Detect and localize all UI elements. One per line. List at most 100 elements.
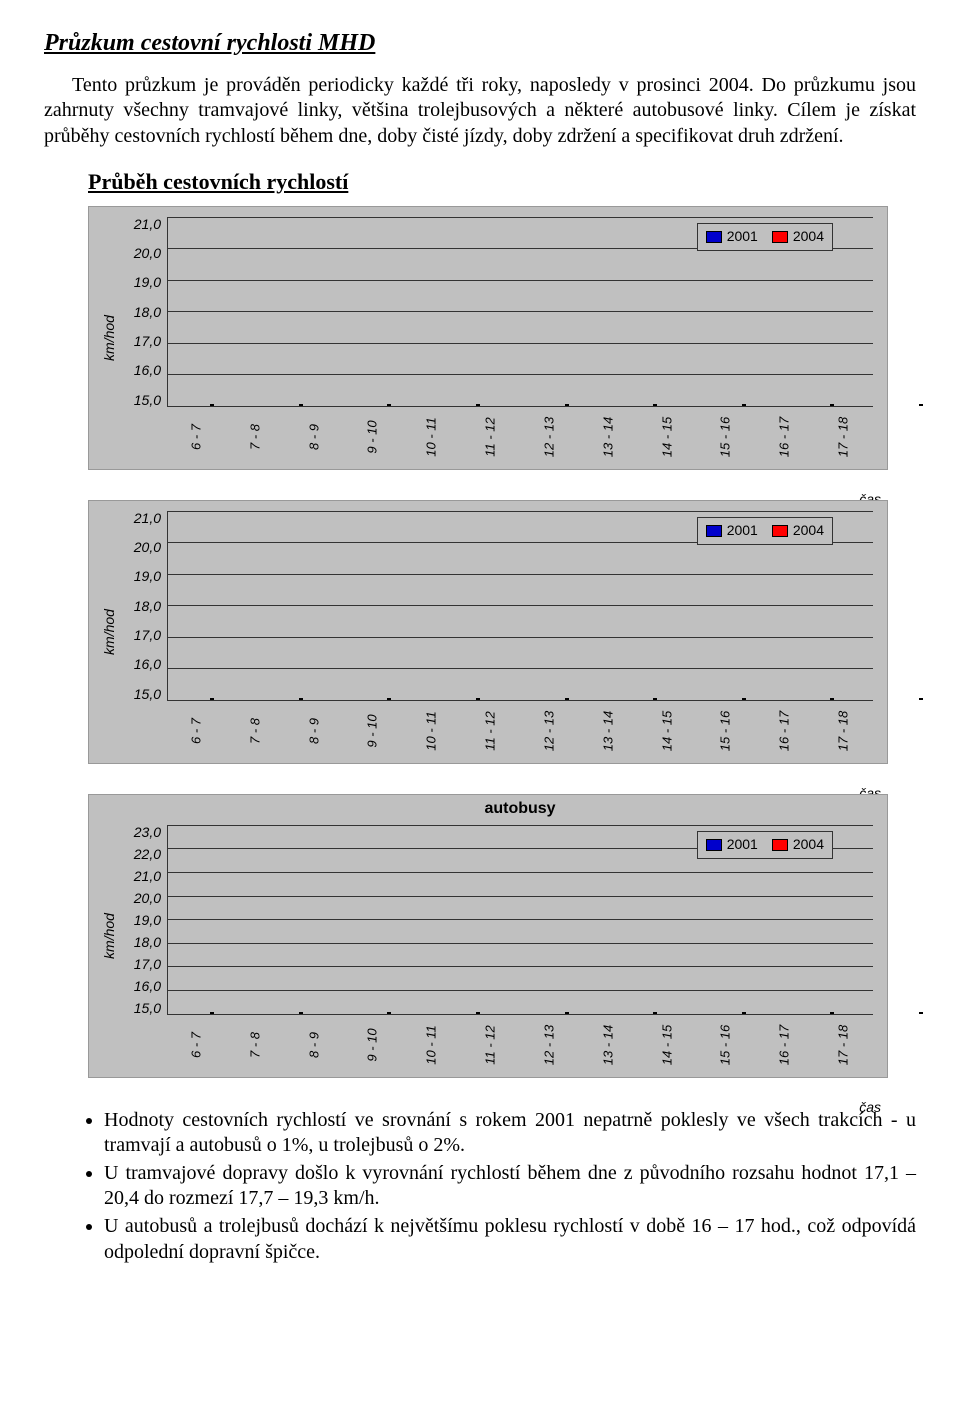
y-tick: 18,0 (134, 599, 167, 613)
y-tick: 15,0 (134, 1001, 167, 1015)
bar-group (700, 1012, 789, 1014)
bar-group (345, 404, 434, 406)
bar (389, 698, 391, 700)
y-tick: 16,0 (134, 657, 167, 671)
chart-trolejbusy: km/hod21,020,019,018,017,016,015,0trolej… (88, 500, 888, 764)
y-tick: 20,0 (134, 540, 167, 554)
legend-swatch (706, 231, 722, 243)
x-tick: 15 - 16 (700, 1015, 752, 1074)
bar (655, 404, 657, 406)
bar (301, 698, 303, 700)
y-tick: 20,0 (134, 246, 167, 260)
bar-group (611, 404, 700, 406)
x-tick: 13 - 14 (582, 407, 634, 466)
x-tick: 7 - 8 (229, 701, 281, 760)
bar-group (257, 1012, 346, 1014)
bar-group (877, 1012, 960, 1014)
legend-swatch (772, 231, 788, 243)
bar (832, 698, 834, 700)
bar (389, 1012, 391, 1014)
y-tick: 22,0 (134, 847, 167, 861)
chart-autobusy: km/hod23,022,021,020,019,018,017,016,015… (88, 794, 888, 1078)
bar (744, 404, 746, 406)
x-tick: 16 - 17 (759, 1015, 811, 1074)
bar (212, 1012, 214, 1014)
bar-group (522, 1012, 611, 1014)
x-tick: 11 - 12 (465, 1015, 517, 1074)
y-tick: 21,0 (134, 511, 167, 525)
bar (212, 698, 214, 700)
x-axis-label: čas (859, 1099, 881, 1117)
bar (478, 1012, 480, 1014)
legend: 20012004 (697, 517, 833, 545)
legend: 2001 2004 (697, 223, 833, 251)
intro-paragraph: Tento průzkum je prováděn periodicky kaž… (44, 73, 916, 150)
x-tick: 14 - 15 (641, 1015, 693, 1074)
y-tick: 17,0 (134, 334, 167, 348)
y-tick: 15,0 (134, 687, 167, 701)
x-tick: 17 - 18 (818, 1015, 870, 1074)
x-tick: 12 - 13 (523, 407, 575, 466)
legend-swatch (772, 525, 788, 537)
x-tick: 11 - 12 (465, 701, 517, 760)
legend-item: 2001 (706, 228, 758, 246)
x-axis: 6 - 77 - 88 - 99 - 1010 - 1111 - 1212 - … (167, 1019, 873, 1071)
bar-group (788, 404, 877, 406)
bar-group (522, 698, 611, 700)
bullet-item: U autobusů a trolejbusů dochází k největ… (104, 1214, 916, 1265)
legend-item: 2001 (706, 522, 758, 540)
bullets-list: Hodnoty cestovních rychlostí ve srovnání… (44, 1108, 916, 1266)
y-tick: 21,0 (134, 217, 167, 231)
bar (567, 698, 569, 700)
x-tick: 17 - 18 (818, 407, 870, 466)
legend: 20012004 (697, 831, 833, 859)
bar-group (700, 404, 789, 406)
bar (478, 404, 480, 406)
legend-swatch (772, 839, 788, 851)
x-tick: 9 - 10 (347, 1015, 399, 1074)
bar (301, 404, 303, 406)
x-tick: 13 - 14 (582, 701, 634, 760)
x-axis: 6 - 77 - 88 - 99 - 1010 - 1111 - 1212 - … (167, 411, 873, 463)
bar-group (434, 404, 523, 406)
legend-swatch (706, 839, 722, 851)
y-tick: 23,0 (134, 825, 167, 839)
x-tick: 7 - 8 (229, 407, 281, 466)
x-tick: 14 - 15 (641, 701, 693, 760)
x-axis: 6 - 77 - 88 - 99 - 1010 - 1111 - 1212 - … (167, 705, 873, 757)
chart-title: autobusy (167, 799, 873, 819)
legend-label: 2001 (727, 228, 758, 246)
bar-group (345, 698, 434, 700)
x-tick: 8 - 9 (288, 407, 340, 466)
bar (478, 698, 480, 700)
x-tick: 10 - 11 (406, 701, 458, 760)
bar-group (611, 698, 700, 700)
y-tick: 20,0 (134, 891, 167, 905)
bar (921, 404, 923, 406)
x-tick: 8 - 9 (288, 701, 340, 760)
x-tick: 8 - 9 (288, 1015, 340, 1074)
bar (921, 1012, 923, 1014)
bar (832, 1012, 834, 1014)
y-axis: 23,022,021,020,019,018,017,016,015,0 (125, 825, 167, 1015)
y-tick: 18,0 (134, 935, 167, 949)
y-tick: 21,0 (134, 869, 167, 883)
bar-group (700, 698, 789, 700)
y-tick: 18,0 (134, 305, 167, 319)
bar-group (788, 1012, 877, 1014)
chart-tramvaje: km/hod21,020,019,018,017,016,015,0tramva… (88, 206, 888, 470)
bar-group (257, 698, 346, 700)
bar (921, 698, 923, 700)
bar-group (168, 698, 257, 700)
bar (744, 1012, 746, 1014)
bar (832, 404, 834, 406)
x-tick: 6 - 7 (170, 1015, 222, 1074)
bar-group (434, 1012, 523, 1014)
legend-item: 2001 (706, 836, 758, 854)
y-tick: 15,0 (134, 393, 167, 407)
bullet-item: U tramvajové dopravy došlo k vyrovnání r… (104, 1161, 916, 1212)
bar-group (788, 698, 877, 700)
x-tick: 15 - 16 (700, 407, 752, 466)
bullet-item: Hodnoty cestovních rychlostí ve srovnání… (104, 1108, 916, 1159)
legend-label: 2004 (793, 228, 824, 246)
